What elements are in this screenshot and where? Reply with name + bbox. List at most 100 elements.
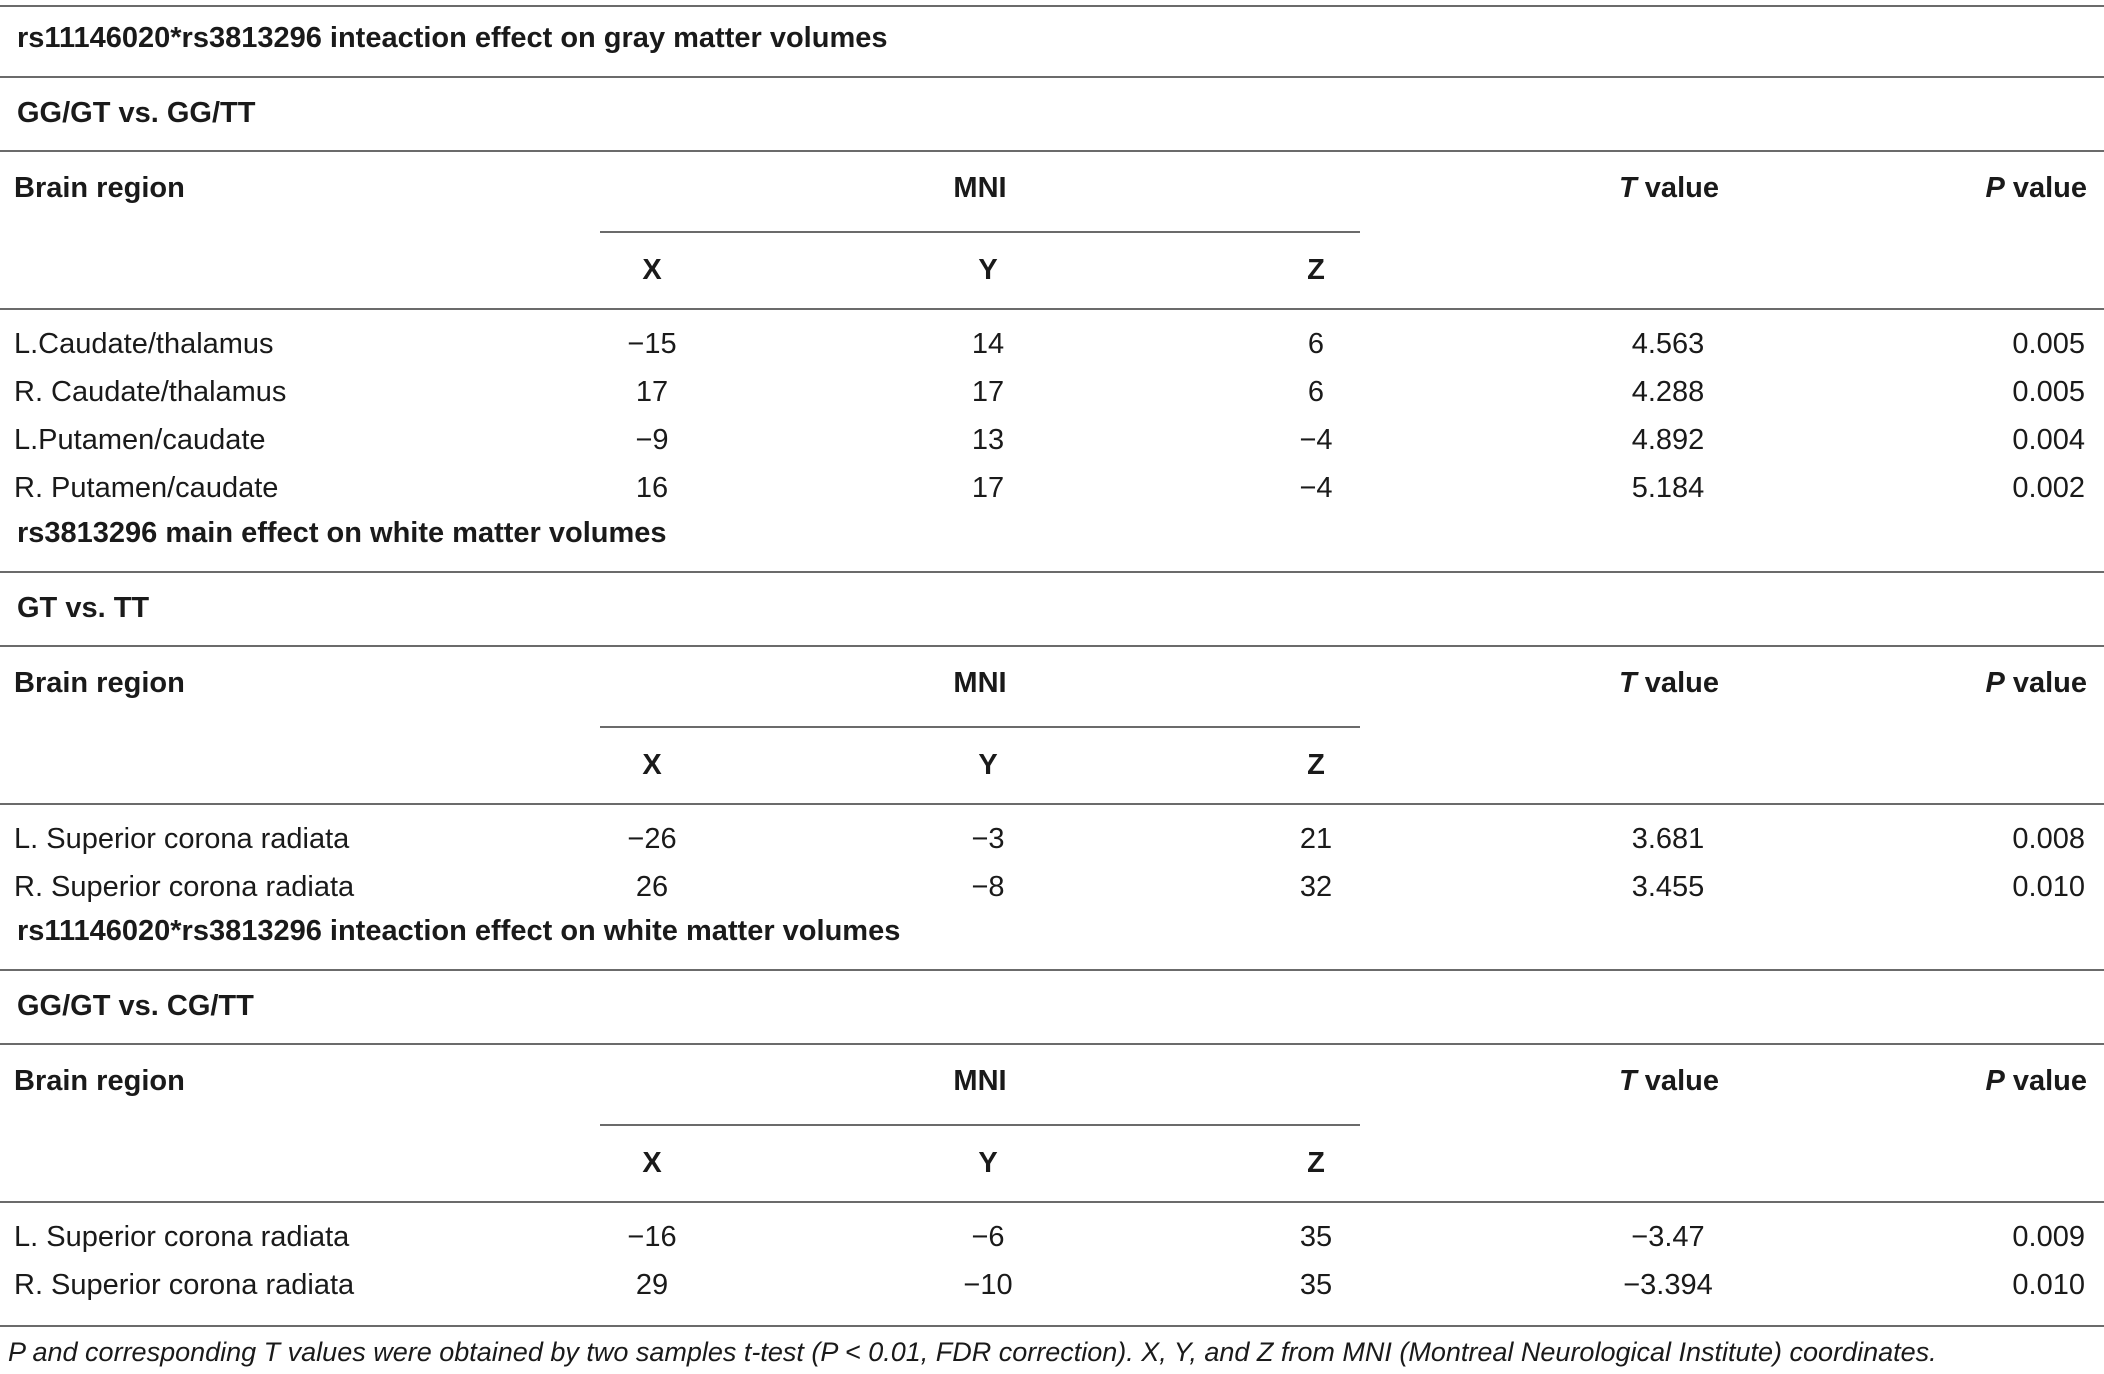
header-rule [0,1201,2104,1203]
header-y: Y [978,1147,998,1179]
header-brain-region: Brain region [14,667,185,699]
header-z: Z [1307,749,1325,781]
header-brain-region: Brain region [14,1065,185,1097]
header-p-value-text: value [2004,172,2087,204]
section-title: rs3813296 main effect on white matter vo… [17,517,667,549]
cell-brain-region: L.Putamen/caudate [14,424,266,456]
header-mni: MNI [953,172,1007,204]
header-p-value-symbol: P [1985,667,2005,699]
table-bottom-rule [0,1325,2104,1327]
cell-p-value: 0.008 [2012,823,2085,855]
cell-t-value: 3.455 [1631,871,1705,903]
cell-x: −16 [627,1221,677,1253]
header-t-value-text: value [1636,667,1719,699]
cell-y: −10 [963,1269,1013,1301]
header-p-value-text: value [2004,667,2087,699]
cell-brain-region: R. Caudate/thalamus [14,376,287,408]
cell-z: 21 [1299,823,1333,855]
mni-rule [600,726,1360,728]
cell-y: −6 [971,1221,1005,1253]
cell-z: −4 [1299,424,1333,456]
cell-z: −4 [1299,472,1333,504]
comparison-label: GT vs. TT [17,592,150,624]
cell-z: 35 [1299,1269,1333,1301]
cell-t-value: −3.47 [1631,1221,1705,1253]
header-x: X [642,254,662,286]
cell-y: 17 [971,376,1005,408]
header-t-value-symbol: T [1619,1065,1637,1097]
table-top-rule [0,5,2104,7]
cell-x: 29 [635,1269,669,1301]
header-t-value-text: value [1636,172,1719,204]
header-z: Z [1307,254,1325,286]
cell-p-value: 0.010 [2012,1269,2085,1301]
cell-z: 6 [1307,328,1325,360]
header-y: Y [978,254,998,286]
mni-rule [600,231,1360,233]
cell-y: 17 [971,472,1005,504]
header-t-value: T value [1619,1067,1719,1096]
header-rule [0,803,2104,805]
cell-y: 14 [971,328,1005,360]
cell-t-value: 4.288 [1631,376,1705,408]
header-p-value: P value [1985,669,2087,698]
cell-x: 17 [635,376,669,408]
header-p-value-symbol: P [1985,172,2005,204]
header-t-value: T value [1619,174,1719,203]
mni-rule [600,1124,1360,1126]
header-t-value-symbol: T [1619,172,1637,204]
cell-p-value: 0.004 [2012,424,2085,456]
section-title-rule [0,76,2104,78]
cell-x: 16 [635,472,669,504]
cell-z: 6 [1307,376,1325,408]
cell-z: 32 [1299,871,1333,903]
cell-p-value: 0.009 [2012,1221,2085,1253]
cell-t-value: 3.681 [1631,823,1705,855]
header-t-value: T value [1619,669,1719,698]
cell-x: −9 [635,424,669,456]
cell-p-value: 0.002 [2012,472,2085,504]
cell-x: −15 [627,328,677,360]
cell-x: 26 [635,871,669,903]
cell-t-value: 4.563 [1631,328,1705,360]
header-t-value-symbol: T [1619,667,1637,699]
cell-t-value: −3.394 [1623,1269,1713,1301]
cell-x: −26 [627,823,677,855]
cell-y: 13 [971,424,1005,456]
cell-t-value: 5.184 [1631,472,1705,504]
header-rule [0,308,2104,310]
cell-brain-region: R. Superior corona radiata [14,1269,355,1301]
cell-t-value: 4.892 [1631,424,1705,456]
header-p-value: P value [1985,1067,2087,1096]
header-x: X [642,1147,662,1179]
cell-brain-region: L.Caudate/thalamus [14,328,274,360]
header-t-value-text: value [1636,1065,1719,1097]
cell-brain-region: L. Superior corona radiata [14,1221,350,1253]
header-x: X [642,749,662,781]
cell-p-value: 0.010 [2012,871,2085,903]
cell-y: −3 [971,823,1005,855]
header-mni: MNI [953,1065,1007,1097]
header-y: Y [978,749,998,781]
section-title: rs11146020*rs3813296 inteaction effect o… [17,915,901,947]
header-mni: MNI [953,667,1007,699]
comparison-rule [0,150,2104,152]
cell-brain-region: R. Putamen/caudate [14,472,279,504]
section-title: rs11146020*rs3813296 inteaction effect o… [17,22,888,54]
comparison-label: GG/GT vs. CG/TT [17,990,254,1022]
header-p-value-text: value [2004,1065,2087,1097]
cell-brain-region: R. Superior corona radiata [14,871,355,903]
header-p-value-symbol: P [1985,1065,2005,1097]
cell-y: −8 [971,871,1005,903]
cell-p-value: 0.005 [2012,328,2085,360]
section-title-rule [0,571,2104,573]
cell-brain-region: L. Superior corona radiata [14,823,350,855]
cell-p-value: 0.005 [2012,376,2085,408]
comparison-label: GG/GT vs. GG/TT [17,97,256,129]
cell-z: 35 [1299,1221,1333,1253]
comparison-rule [0,645,2104,647]
header-z: Z [1307,1147,1325,1179]
comparison-rule [0,1043,2104,1045]
header-brain-region: Brain region [14,172,185,204]
